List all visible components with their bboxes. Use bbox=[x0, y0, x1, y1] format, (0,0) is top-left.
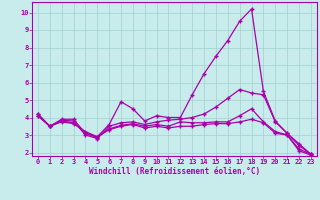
X-axis label: Windchill (Refroidissement éolien,°C): Windchill (Refroidissement éolien,°C) bbox=[89, 167, 260, 176]
